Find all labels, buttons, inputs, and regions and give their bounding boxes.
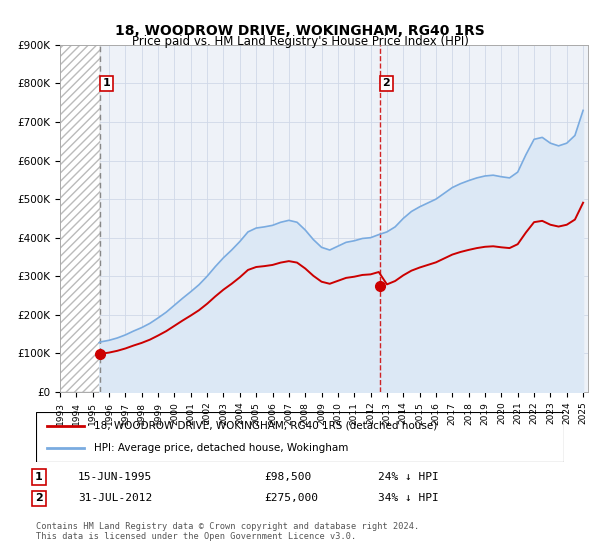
Text: Contains HM Land Registry data © Crown copyright and database right 2024.
This d: Contains HM Land Registry data © Crown c… — [36, 522, 419, 542]
Text: 15-JUN-1995: 15-JUN-1995 — [78, 472, 152, 482]
Text: 34% ↓ HPI: 34% ↓ HPI — [378, 493, 439, 503]
Text: 18, WOODROW DRIVE, WOKINGHAM, RG40 1RS (detached house): 18, WOODROW DRIVE, WOKINGHAM, RG40 1RS (… — [94, 421, 437, 431]
Text: 1: 1 — [35, 472, 43, 482]
Text: 31-JUL-2012: 31-JUL-2012 — [78, 493, 152, 503]
Text: 2: 2 — [35, 493, 43, 503]
Text: 18, WOODROW DRIVE, WOKINGHAM, RG40 1RS: 18, WOODROW DRIVE, WOKINGHAM, RG40 1RS — [115, 24, 485, 38]
Text: £275,000: £275,000 — [264, 493, 318, 503]
Text: £98,500: £98,500 — [264, 472, 311, 482]
Text: 24% ↓ HPI: 24% ↓ HPI — [378, 472, 439, 482]
Text: 2: 2 — [383, 78, 390, 88]
Bar — [60, 45, 100, 392]
Text: HPI: Average price, detached house, Wokingham: HPI: Average price, detached house, Woki… — [94, 443, 349, 453]
Text: Price paid vs. HM Land Registry's House Price Index (HPI): Price paid vs. HM Land Registry's House … — [131, 35, 469, 49]
Text: 1: 1 — [103, 78, 110, 88]
